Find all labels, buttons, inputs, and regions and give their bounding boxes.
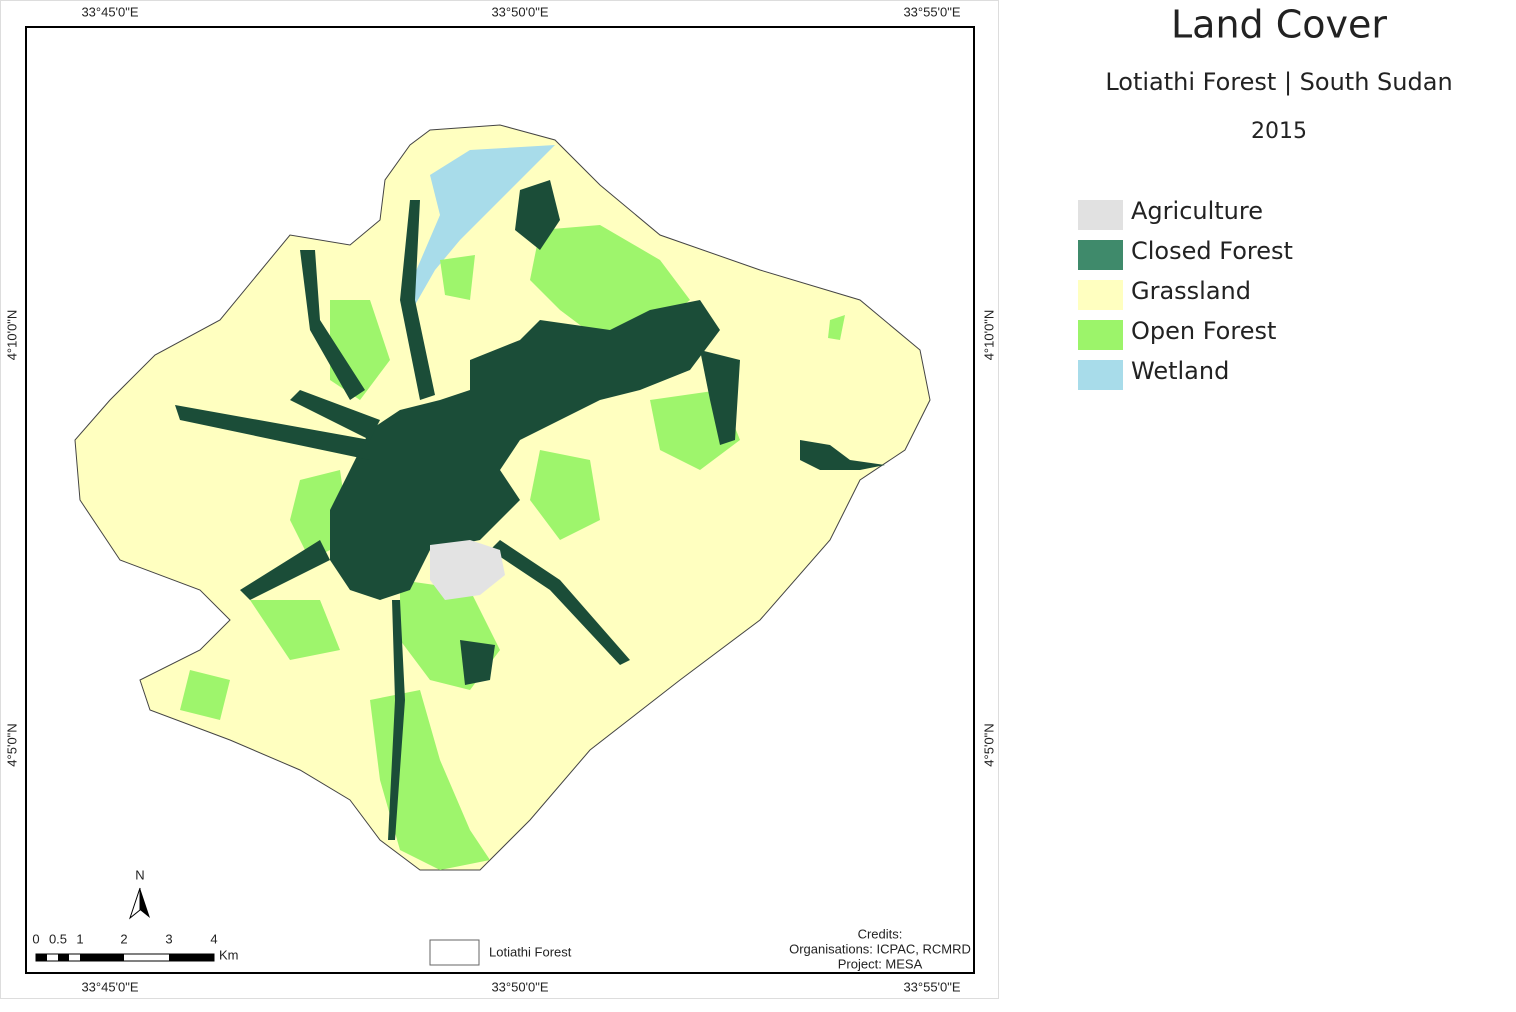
title: Land Cover <box>1171 3 1387 47</box>
map-layout: 33°45'0"E 33°50'0"E 33°55'0"E 33°45'0"E 33°5… <box>0 0 999 999</box>
coord-label: 33°50'0"E <box>491 4 548 19</box>
subtitle: Lotiathi Forest | South Sudan <box>1105 68 1452 96</box>
north-label: N <box>135 867 144 882</box>
scale-label: 2 <box>120 931 127 946</box>
coord-label: 4°10'0"N <box>4 310 19 361</box>
legend-label: Grassland <box>1131 277 1251 305</box>
legend-label: Agriculture <box>1131 197 1263 225</box>
coord-label: 33°45'0"E <box>81 4 138 19</box>
legend-swatch <box>1078 360 1123 390</box>
scale-label: 0 <box>32 931 39 946</box>
legend-label: Closed Forest <box>1131 237 1293 265</box>
coord-label: 33°45'0"E <box>81 979 138 994</box>
scale-unit: Km <box>219 947 239 962</box>
scale-label: 1 <box>76 931 83 946</box>
legend-label: Wetland <box>1131 357 1229 385</box>
legend-swatch <box>1078 320 1123 350</box>
boundary-swatch <box>429 939 480 966</box>
credits-line: Project: MESA <box>838 956 923 971</box>
legend-swatch <box>1078 280 1123 310</box>
year: 2015 <box>1251 119 1307 144</box>
legend-swatch <box>1078 200 1123 230</box>
coord-label: 33°55'0"E <box>903 4 960 19</box>
legend-panel: Land Cover Lotiathi Forest | South Sudan 2… <box>1078 3 1453 390</box>
scale-label: 0.5 <box>49 931 67 946</box>
credits-line: Credits: <box>858 926 903 941</box>
coord-label: 4°5'0"N <box>4 723 19 766</box>
coord-label: 33°50'0"E <box>491 979 548 994</box>
scale-label: 3 <box>165 931 172 946</box>
credits-line: Organisations: ICPAC, RCMRD <box>789 941 971 956</box>
north-arrow <box>128 887 150 920</box>
closed-forest-areas <box>175 180 885 840</box>
coord-label: 4°10'0"N <box>981 310 996 361</box>
wetland-area <box>410 145 555 305</box>
scale-bar <box>35 953 215 962</box>
scale-label: 4 <box>210 931 217 946</box>
coord-label: 4°5'0"N <box>981 723 996 766</box>
legend-label: Open Forest <box>1131 317 1276 345</box>
boundary-label: Lotiathi Forest <box>489 944 572 959</box>
legend-swatch <box>1078 240 1123 270</box>
agriculture-area <box>430 540 505 600</box>
coord-label: 33°55'0"E <box>903 979 960 994</box>
